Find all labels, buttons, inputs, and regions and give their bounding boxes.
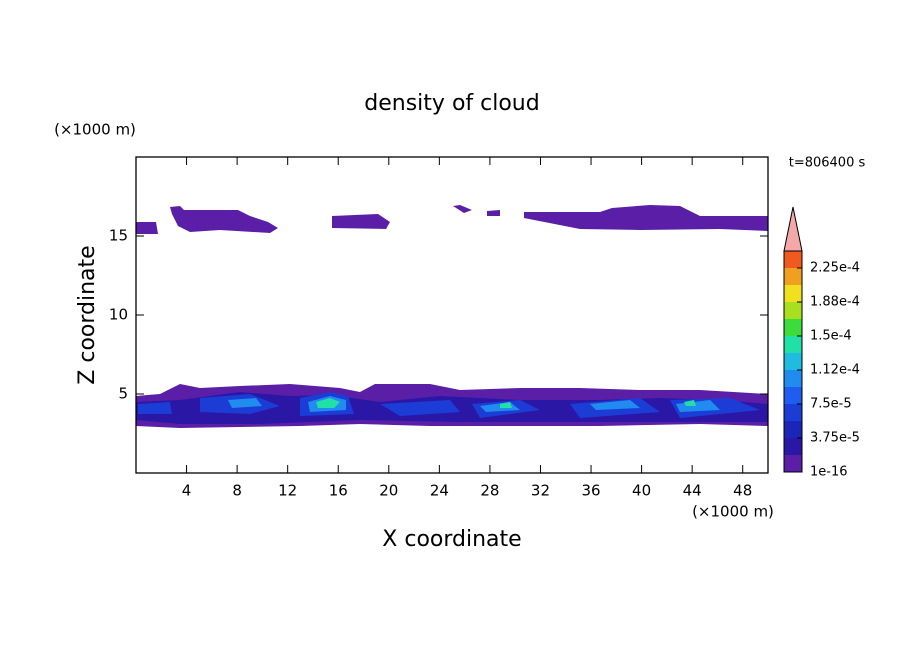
colorbar-band	[784, 319, 802, 336]
colorbar-band	[784, 404, 802, 421]
colorbar-band	[784, 268, 802, 285]
colorbar-band	[784, 302, 802, 319]
cloud-field	[136, 205, 768, 428]
x-tick-label: 32	[531, 482, 550, 500]
colorbar-label: 1.12e-4	[810, 363, 860, 378]
x-tick-label: 36	[581, 482, 600, 500]
y-tick-label: 10	[109, 306, 128, 324]
x-tick-label: 48	[733, 482, 752, 500]
colorbar-band	[784, 387, 802, 404]
x-tick-label: 8	[232, 482, 242, 500]
x-tick-label: 4	[182, 482, 192, 500]
x-axis-title: X coordinate	[382, 527, 521, 552]
x-tick-label: 12	[278, 482, 297, 500]
y-tick-label: 5	[118, 385, 128, 403]
chart-title: density of cloud	[364, 91, 539, 116]
y-axis-title: Z coordinate	[75, 245, 100, 384]
colorbar-label: 2.25e-4	[810, 261, 860, 276]
colorbar-band	[784, 336, 802, 353]
x-tick-label: 24	[430, 482, 449, 500]
x-tick-label: 20	[379, 482, 398, 500]
y-unit: (×1000 m)	[54, 121, 136, 139]
colorbar-label: 1.5e-4	[810, 329, 852, 344]
y-tick-label: 15	[109, 227, 128, 245]
x-unit: (×1000 m)	[692, 503, 774, 521]
x-tick-label: 40	[632, 482, 651, 500]
colorbar-band	[784, 421, 802, 438]
colorbar-frame	[783, 250, 803, 473]
x-tick-label: 16	[329, 482, 348, 500]
colorbar-band	[784, 370, 802, 387]
x-tick-label: 28	[480, 482, 499, 500]
colorbar-label: 1.88e-4	[810, 295, 860, 310]
colorbar-over	[783, 206, 803, 252]
time-annotation: t=806400 s	[789, 156, 866, 171]
colorbar-label: 1e-16	[810, 465, 848, 480]
colorbar-band	[784, 455, 802, 472]
x-tick-label: 44	[683, 482, 702, 500]
colorbar-band	[784, 251, 802, 268]
colorbar-band	[784, 353, 802, 370]
colorbar-band	[784, 438, 802, 455]
colorbar-label: 7.5e-5	[810, 397, 852, 412]
colorbar-band	[784, 285, 802, 302]
colorbar-label: 3.75e-5	[810, 431, 860, 446]
